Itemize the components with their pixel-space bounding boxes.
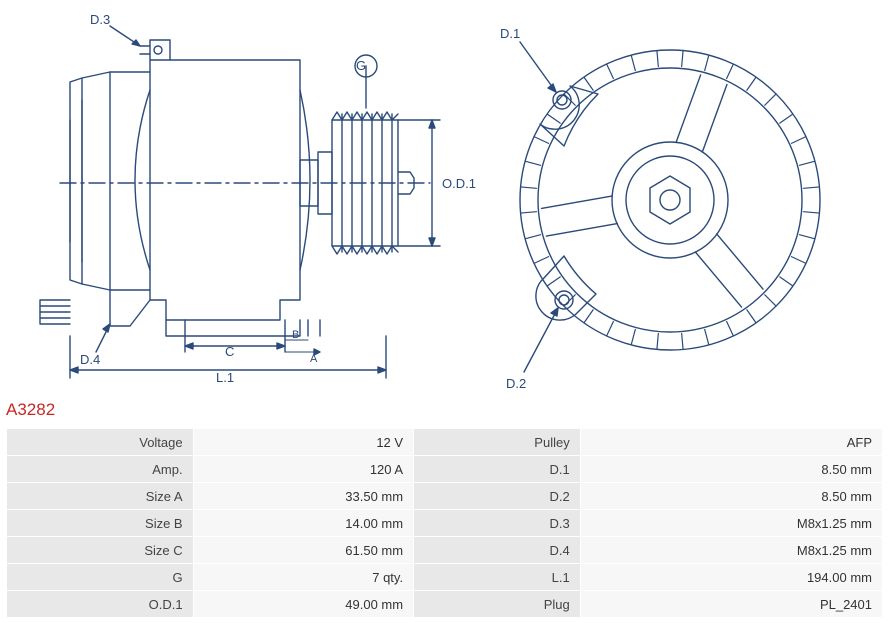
spec-value: 12 V (194, 429, 413, 455)
spec-value: 8.50 mm (581, 456, 882, 482)
label-d4: D.4 (80, 352, 100, 367)
table-row: O.D.1 49.00 mm Plug PL_2401 (7, 591, 882, 617)
spec-label: Size B (7, 510, 193, 536)
spec-label: D.1 (414, 456, 580, 482)
spec-value: 14.00 mm (194, 510, 413, 536)
spec-label: D.2 (414, 483, 580, 509)
spec-label: L.1 (414, 564, 580, 590)
label-a: A (310, 353, 318, 365)
table-row: Voltage 12 V Pulley AFP (7, 429, 882, 455)
spec-value: M8x1.25 mm (581, 537, 882, 563)
table-row: Size B 14.00 mm D.3 M8x1.25 mm (7, 510, 882, 536)
spec-label: Pulley (414, 429, 580, 455)
spec-label: G (7, 564, 193, 590)
spec-label: Size C (7, 537, 193, 563)
side-view-drawing (40, 26, 440, 378)
spec-value: M8x1.25 mm (581, 510, 882, 536)
label-d2: D.2 (506, 376, 526, 391)
spec-value: 33.50 mm (194, 483, 413, 509)
spec-label: Amp. (7, 456, 193, 482)
table-row: Amp. 120 A D.1 8.50 mm (7, 456, 882, 482)
spec-value: AFP (581, 429, 882, 455)
table-row: G 7 qty. L.1 194.00 mm (7, 564, 882, 590)
label-l1: L.1 (216, 370, 234, 385)
label-od1: O.D.1 (442, 176, 476, 191)
label-b: B (292, 329, 299, 341)
spec-label: D.3 (414, 510, 580, 536)
spec-label: D.4 (414, 537, 580, 563)
label-c: C (225, 344, 234, 359)
spec-label: O.D.1 (7, 591, 193, 617)
spec-value: 120 A (194, 456, 413, 482)
spec-label: Size A (7, 483, 193, 509)
spec-value: 7 qty. (194, 564, 413, 590)
label-g: G (356, 58, 366, 73)
label-d1: D.1 (500, 26, 520, 41)
label-d3: D.3 (90, 12, 110, 27)
spec-value: 194.00 mm (581, 564, 882, 590)
spec-label: Plug (414, 591, 580, 617)
spec-value: 8.50 mm (581, 483, 882, 509)
part-number: A3282 (6, 400, 55, 420)
technical-drawings: D.3 D.4 G O.D.1 C B A L.1 D.1 D.2 (0, 0, 889, 400)
spec-value: 49.00 mm (194, 591, 413, 617)
specifications-table: Voltage 12 V Pulley AFP Amp. 120 A D.1 8… (6, 428, 883, 618)
table-row: Size A 33.50 mm D.2 8.50 mm (7, 483, 882, 509)
spec-label: Voltage (7, 429, 193, 455)
front-view-drawing (520, 42, 820, 372)
spec-value: 61.50 mm (194, 537, 413, 563)
table-row: Size C 61.50 mm D.4 M8x1.25 mm (7, 537, 882, 563)
spec-value: PL_2401 (581, 591, 882, 617)
